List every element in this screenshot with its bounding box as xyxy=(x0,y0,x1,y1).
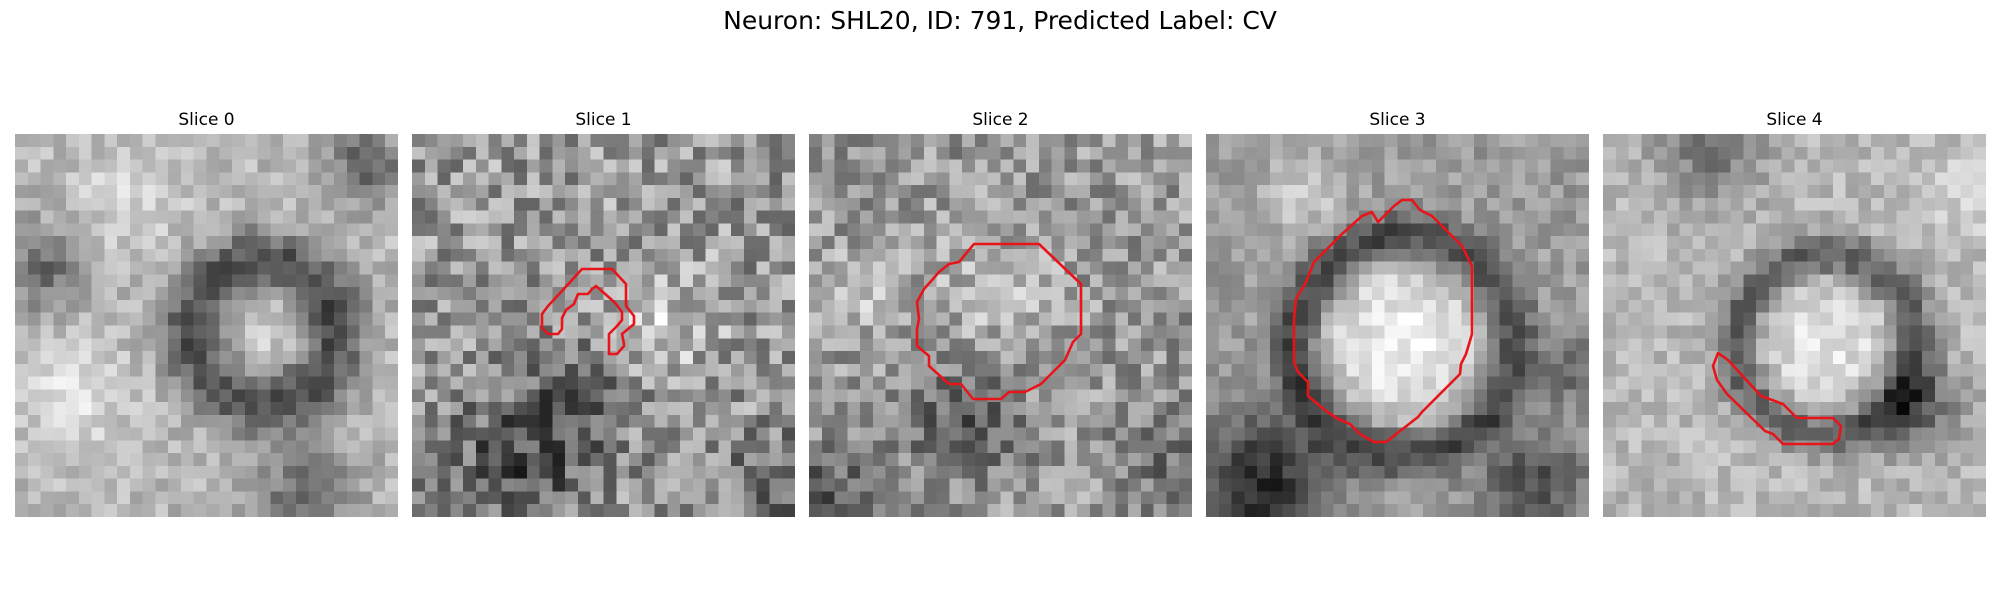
slice-title-0: Slice 0 xyxy=(178,110,235,130)
slice-title-4: Slice 4 xyxy=(1766,110,1823,130)
microscopy-slice-0 xyxy=(15,134,398,517)
slice-image-3 xyxy=(1206,134,1589,517)
slice-title-1: Slice 1 xyxy=(575,110,632,130)
figure-title: Neuron: SHL20, ID: 791, Predicted Label:… xyxy=(723,6,1277,35)
slice-panel-3: Slice 3 xyxy=(1206,108,1589,517)
roi-contour-4 xyxy=(1711,351,1843,446)
slice-panel-1: Slice 1 xyxy=(412,108,795,517)
slice-panel-0: Slice 0 xyxy=(15,108,398,517)
microscopy-slice-2 xyxy=(809,134,1192,517)
microscopy-slice-1 xyxy=(412,134,795,517)
slice-title-3: Slice 3 xyxy=(1369,110,1426,130)
roi-contour-2 xyxy=(915,242,1083,401)
slice-image-0 xyxy=(15,134,398,517)
slice-image-2 xyxy=(809,134,1192,517)
slice-panel-4: Slice 4 xyxy=(1603,108,1986,517)
slice-image-4 xyxy=(1603,134,1986,517)
microscopy-slice-3 xyxy=(1206,134,1589,517)
microscopy-slice-4 xyxy=(1603,134,1986,517)
slice-image-1 xyxy=(412,134,795,517)
roi-contour-3 xyxy=(1292,198,1474,444)
slice-title-2: Slice 2 xyxy=(972,110,1029,130)
slice-panel-2: Slice 2 xyxy=(809,108,1192,517)
roi-contour-1 xyxy=(540,267,636,356)
